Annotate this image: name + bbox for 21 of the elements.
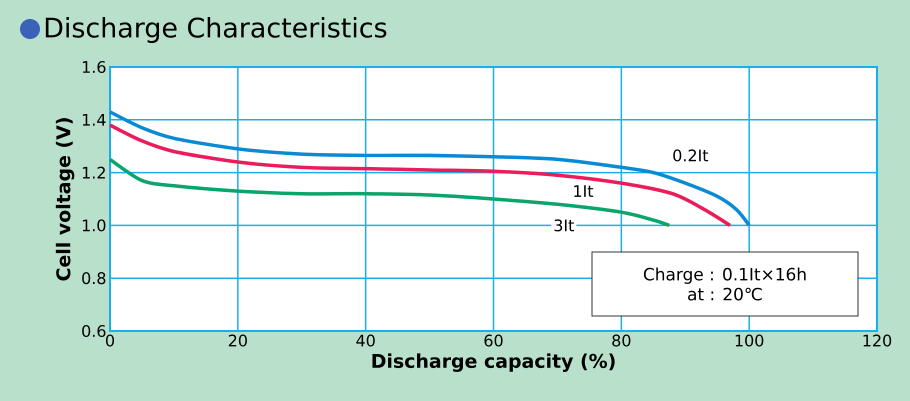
x-tick-label: 80 <box>612 334 630 347</box>
y-tick-label: 1.6 <box>82 60 106 74</box>
x-tick-label: 40 <box>356 334 375 347</box>
y-tick-label: 0.8 <box>82 272 106 284</box>
x-tick-label: 100 <box>736 334 764 347</box>
series-label: 0.2It <box>673 149 708 162</box>
y-tick-label: 0.6 <box>82 324 106 338</box>
annotation: Charge : 0.1It×16h <box>644 267 806 284</box>
x-tick-label: 60 <box>484 334 503 347</box>
x-tick-label: 0 <box>106 334 114 347</box>
series-label: 3It <box>554 219 574 232</box>
x-tick-label: 20 <box>228 334 247 347</box>
chart-title: Discharge Characteristics <box>46 16 386 44</box>
x-tick-label: 120 <box>864 334 892 347</box>
y-tick-label: 1.4 <box>82 114 106 126</box>
y-tick-label: 1.2 <box>82 166 105 179</box>
x-axis-title: Discharge capacity (%) <box>372 353 615 372</box>
y-axis-title: Cell voltage (V) <box>56 118 74 280</box>
series-label: 1It <box>574 185 594 197</box>
annotation: at : 20℃ <box>688 288 762 301</box>
y-tick-label: 1.0 <box>82 219 106 232</box>
